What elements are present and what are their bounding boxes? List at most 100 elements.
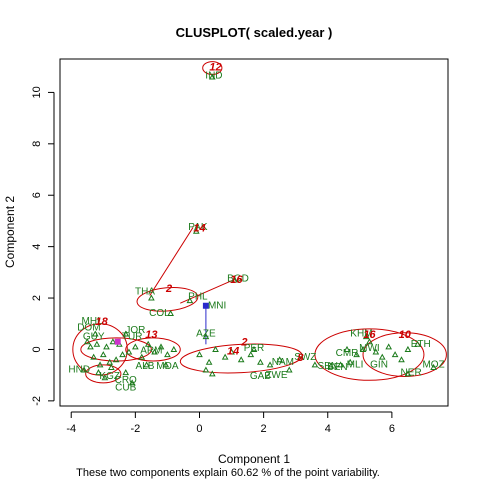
cluster-label: 14 xyxy=(193,222,205,234)
data-point xyxy=(95,369,102,376)
x-axis-label: Component 1 xyxy=(218,452,290,466)
point-label: KHM xyxy=(350,329,372,340)
data-point xyxy=(327,362,335,369)
cluster-ellipse xyxy=(136,287,199,312)
data-point xyxy=(202,366,210,373)
cluster-connectors xyxy=(149,227,234,345)
point-label: GAB xyxy=(250,371,271,382)
point-label: MDA xyxy=(156,361,179,372)
point-label: ZWE xyxy=(265,370,288,381)
data-point xyxy=(266,361,274,368)
data-point xyxy=(144,340,152,347)
x-tick-label: 2 xyxy=(261,423,267,435)
data-point xyxy=(404,345,412,352)
data-point xyxy=(237,356,245,363)
point-label: MWI xyxy=(359,343,380,354)
data-point xyxy=(346,358,354,365)
cluster-ellipses xyxy=(72,61,447,384)
data-point xyxy=(170,345,178,352)
data-point xyxy=(103,343,110,350)
cluster-label: 10 xyxy=(399,329,412,341)
data-point xyxy=(106,358,114,365)
point-label: CMR xyxy=(336,348,359,359)
point-label: NER xyxy=(401,367,422,378)
data-point xyxy=(107,363,115,370)
data-point xyxy=(228,348,235,355)
data-point xyxy=(231,276,239,283)
data-point xyxy=(202,302,209,309)
x-tick-label: 6 xyxy=(389,423,395,435)
point-label: CRO xyxy=(115,375,137,386)
data-point xyxy=(122,369,130,376)
data-point xyxy=(96,361,104,368)
data-point xyxy=(404,370,412,377)
point-label: PHL xyxy=(188,291,208,302)
point-label: GIN xyxy=(370,360,388,371)
data-point xyxy=(359,345,367,352)
data-point xyxy=(205,358,213,365)
y-tick-label: 8 xyxy=(31,141,43,147)
cluster-label: 18 xyxy=(96,316,109,328)
data-point xyxy=(250,345,258,352)
cluster-label: 16 xyxy=(363,329,376,341)
data-point xyxy=(202,333,210,340)
x-tick-label: -4 xyxy=(66,423,76,435)
data-point xyxy=(343,345,351,352)
data-point xyxy=(378,353,386,360)
data-point xyxy=(276,356,284,363)
data-point xyxy=(192,227,200,234)
point-label: SEN xyxy=(317,361,338,372)
data-point xyxy=(221,353,229,360)
point-label: THA xyxy=(135,286,155,297)
cluster-connector xyxy=(149,227,194,296)
data-point xyxy=(353,351,360,358)
data-point xyxy=(247,351,255,358)
point-label: IND xyxy=(205,70,222,81)
data-point xyxy=(362,333,370,340)
x-axis: -4 -2 0 2 4 6 xyxy=(66,411,395,435)
data-point xyxy=(112,356,120,363)
data-point xyxy=(138,353,146,360)
data-point xyxy=(151,348,158,355)
cluster-ellipse xyxy=(80,337,152,362)
cluster-label: 16 xyxy=(230,274,243,286)
data-point xyxy=(391,351,399,358)
point-label: CUB xyxy=(115,383,136,394)
data-point xyxy=(93,340,101,347)
plot-frame xyxy=(59,58,449,407)
data-point xyxy=(99,351,107,358)
data-point xyxy=(83,338,91,345)
x-tick-label: 4 xyxy=(325,423,331,435)
data-point xyxy=(366,338,373,345)
y-tick-label: 10 xyxy=(31,86,43,98)
data-point xyxy=(109,338,117,345)
data-point xyxy=(208,370,216,377)
cluster-ellipse xyxy=(314,328,425,381)
data-point xyxy=(125,348,133,355)
data-point xyxy=(311,361,319,368)
cluster-ellipse xyxy=(125,337,181,362)
point-label: KGZ xyxy=(99,371,120,382)
y-axis-label: Component 2 xyxy=(3,196,17,268)
data-point xyxy=(196,351,203,358)
point-label: ETH xyxy=(411,339,431,350)
data-point xyxy=(167,309,174,316)
point-label: BGD xyxy=(227,273,249,284)
cluster-label: 12 xyxy=(209,62,221,74)
data-point xyxy=(101,374,109,381)
point-label: JOR xyxy=(125,325,145,336)
cluster-label: 2 xyxy=(165,283,172,295)
y-tick-label: -2 xyxy=(31,396,43,406)
data-point xyxy=(337,361,344,368)
y-tick-label: 4 xyxy=(31,244,43,250)
cluster-ellipse xyxy=(362,332,447,377)
data-point xyxy=(143,361,150,368)
y-axis: -2 0 2 4 6 8 10 xyxy=(31,86,55,406)
point-label: MHL xyxy=(82,316,104,327)
data-point xyxy=(80,366,88,373)
data-point xyxy=(114,338,121,345)
data-point xyxy=(414,340,421,347)
